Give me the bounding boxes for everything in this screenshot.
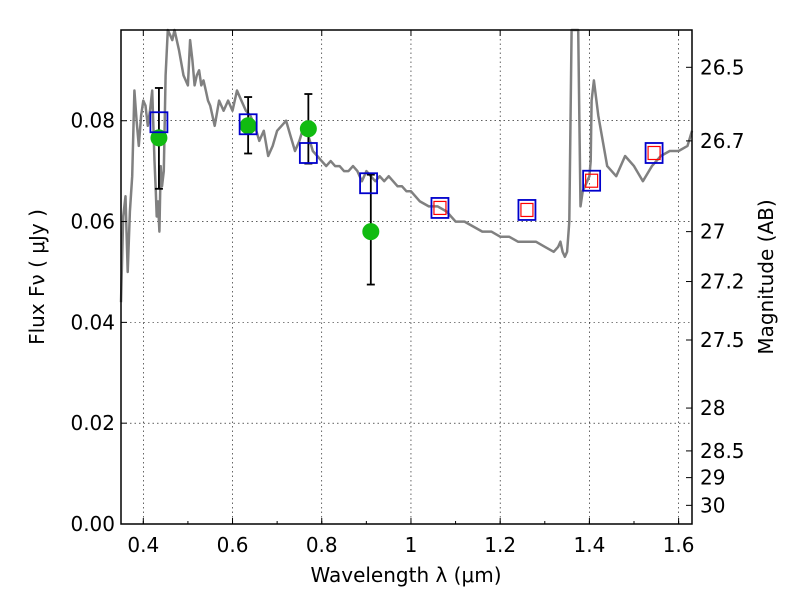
x-tick-label: 1.6 bbox=[663, 533, 695, 557]
y-tick-label: 0.00 bbox=[70, 512, 115, 536]
y-axis: 0.00 0.02 0.04 0.06 0.08 bbox=[70, 109, 127, 536]
y-tick-label: 0.08 bbox=[70, 109, 115, 133]
right-tick-label: 28 bbox=[700, 396, 725, 420]
model-square bbox=[149, 111, 169, 134]
model-square bbox=[582, 169, 602, 192]
plot-frame bbox=[120, 29, 693, 525]
x-tick-label: 1.2 bbox=[484, 533, 516, 557]
right-tick-label: 26.5 bbox=[700, 55, 745, 79]
x-tick-label: 0.8 bbox=[306, 533, 338, 557]
model-square bbox=[298, 142, 318, 164]
observed-point bbox=[362, 223, 380, 241]
observed-point bbox=[239, 117, 257, 135]
y-tick-label: 0.06 bbox=[70, 210, 115, 234]
x-tick-label: 1.4 bbox=[573, 533, 605, 557]
right-tick-label: 28.5 bbox=[700, 439, 745, 463]
right-axis-label: Magnitude (AB) bbox=[754, 199, 778, 354]
right-axis: 26.5 26.7 27 27.2 27.5 28 28.5 29 30 bbox=[686, 55, 745, 517]
right-tick-label: 27.5 bbox=[700, 328, 745, 352]
y-axis-label: Flux Fν ( μJy ) bbox=[25, 209, 49, 345]
x-axis-label: Wavelength λ (μm) bbox=[310, 563, 501, 587]
y-tick-label: 0.02 bbox=[70, 411, 115, 435]
right-tick-label: 29 bbox=[700, 466, 725, 490]
y-tick-label: 0.04 bbox=[70, 310, 115, 334]
x-tick-label: 0.4 bbox=[127, 533, 159, 557]
right-tick-label: 26.7 bbox=[700, 129, 745, 153]
inner-square bbox=[585, 173, 599, 188]
observed-point bbox=[150, 129, 168, 147]
spectrum-line bbox=[119, 28, 694, 303]
model-square bbox=[359, 172, 378, 195]
observed-points bbox=[150, 117, 380, 241]
inner-square bbox=[433, 200, 447, 216]
right-tick-label: 30 bbox=[700, 493, 725, 517]
model-square bbox=[238, 113, 258, 136]
model-photometry-squares bbox=[149, 111, 664, 221]
inner-square bbox=[520, 202, 534, 218]
right-tick-label: 27.2 bbox=[700, 270, 745, 294]
observed-point bbox=[299, 120, 317, 138]
x-tick-label: 1 bbox=[405, 533, 418, 557]
model-square bbox=[517, 199, 537, 221]
model-square bbox=[644, 142, 664, 164]
error-bars bbox=[154, 87, 375, 286]
x-axis: 0.4 0.6 0.8 1 1.2 1.4 1.6 bbox=[127, 30, 695, 557]
right-tick-label: 27 bbox=[700, 220, 725, 244]
x-tick-label: 0.6 bbox=[217, 533, 249, 557]
model-spectrum bbox=[119, 28, 694, 303]
inner-square bbox=[647, 145, 661, 161]
model-square bbox=[430, 197, 450, 219]
grid bbox=[121, 30, 692, 524]
